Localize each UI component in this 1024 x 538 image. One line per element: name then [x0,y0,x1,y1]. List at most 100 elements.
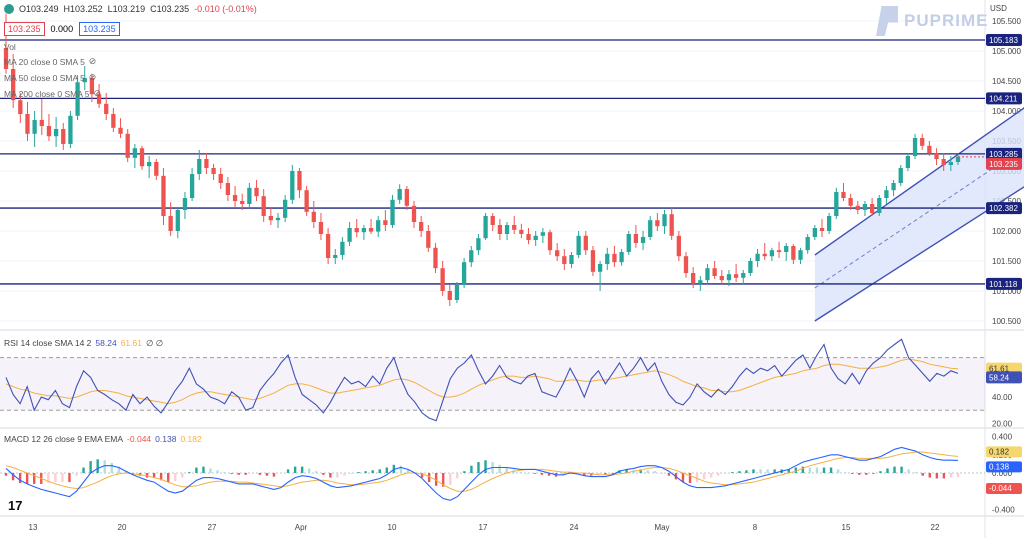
candle-body [691,273,696,284]
macd-histogram-bar [4,473,8,476]
macd-histogram-bar [505,467,508,473]
macd-histogram-bar [230,473,233,474]
candle-body [569,255,574,264]
macd-hist-value: -0.044 [127,434,152,444]
macd-histogram-bar [484,460,487,473]
macd-histogram-bar [166,473,170,483]
eye-hidden-icon[interactable]: ⊘ [88,56,97,66]
macd-histogram-bar [75,473,78,476]
candle-body [218,174,223,183]
candle-body [275,217,281,221]
rsi-tag [986,371,1022,384]
candle-body [648,220,653,237]
macd-histogram-bar [942,473,946,479]
macd-histogram-bar [61,473,64,483]
rsi-band-fill [0,357,985,411]
candle-body [461,262,467,285]
candle-body [82,78,87,83]
candle-body [576,235,581,255]
macd-tag [986,461,1022,473]
candle-body [526,234,531,240]
macd-histogram-bar [202,466,205,473]
candle-body [934,153,939,159]
candle-body [125,133,130,158]
macd-legend[interactable]: MACD 12 26 close 9 EMA EMA -0.044 0.138 … [4,434,202,444]
macd-histogram-bar [181,473,184,478]
macd-histogram-bar [216,470,219,473]
macd-histogram-bar [540,473,544,475]
low-value: L103.219 [107,4,146,14]
macd-histogram-bar [96,459,99,473]
macd-histogram-bar [907,469,910,473]
indicator-ma50[interactable]: MA 50 close 0 SMA 5 ⊘ [4,72,96,83]
macd-histogram-bar [681,473,685,483]
rsi-extra: ∅ ∅ [145,338,164,348]
candle-body [869,204,875,213]
macd-line [5,446,959,501]
macd-histogram-bar [350,473,353,474]
candle-body [741,273,746,278]
currency-label: USD [990,4,1007,13]
candle-body [39,120,44,126]
ask-button[interactable]: 103.235 [79,22,120,36]
level-price-tag [986,92,1022,105]
candle-body [733,274,739,278]
macd-histogram-bar [858,473,861,475]
indicator-ma20[interactable]: MA 20 close 0 SMA 5 ⊘ [4,56,96,67]
candle-body [705,268,710,281]
indicator-ma200[interactable]: MA 200 close 0 SMA 5 ⊘ [4,88,101,99]
macd-histogram-bar [159,473,163,481]
macd-value: 0.138 [155,434,177,444]
macd-histogram-bar [949,473,953,478]
candle-body [920,138,925,146]
macd-histogram-bar [759,469,762,473]
candle-body [834,192,839,216]
ohlc-readout: O103.249 H103.252 L103.219 C103.235 -0.0… [4,4,257,14]
candle-body [547,232,553,251]
eye-hidden-icon[interactable]: ⊘ [93,88,102,98]
candle-body [433,247,438,269]
macd-histogram-bar [731,472,734,473]
candle-body [748,261,753,273]
candle-body [597,264,603,272]
candle-body [655,220,660,227]
macd-histogram-bar [639,469,642,473]
candle-body [225,183,231,195]
rsi-legend[interactable]: RSI 14 close SMA 14 2 58.24 61.61 ∅ ∅ [4,338,163,349]
macd-histogram-bar [787,469,790,473]
macd-histogram-bar [244,473,247,475]
candle-body [268,216,273,221]
candle-body [104,103,109,114]
rsi-sma-value: 61.61 [120,338,142,348]
macd-histogram-bar [117,466,121,473]
macd-histogram-bar [702,473,706,480]
candle-body [397,189,402,200]
candle-body [454,285,460,300]
macd-histogram-bar [152,473,156,478]
macd-histogram-bar [921,473,924,476]
candle-body [927,145,932,153]
macd-histogram-bar [420,473,424,478]
macd-histogram-bar [646,470,649,473]
candle-body [96,94,102,104]
rsi-tick-label: 40.00 [992,393,1013,402]
tradingview-logo[interactable]: 17 [8,498,23,513]
candle-body [354,228,359,233]
macd-hist-tag [986,483,1022,494]
candle-body [111,114,116,128]
macd-histogram-bar [103,460,106,473]
macd-histogram-bar [68,473,71,483]
bid-button[interactable]: 103.235 [4,22,45,36]
macd-histogram-bar [82,467,85,473]
eye-hidden-icon[interactable]: ⊘ [88,72,97,82]
macd-histogram-bar [695,473,699,483]
x-tick-label: May [654,523,669,532]
level-price-tag [986,277,1022,290]
indicator-vol[interactable]: Vol [4,42,16,52]
macd-histogram-bar [47,473,50,484]
candle-body [447,291,452,300]
candle-body [497,225,503,234]
candle-body [669,214,674,236]
macd-histogram-bar [456,473,459,479]
